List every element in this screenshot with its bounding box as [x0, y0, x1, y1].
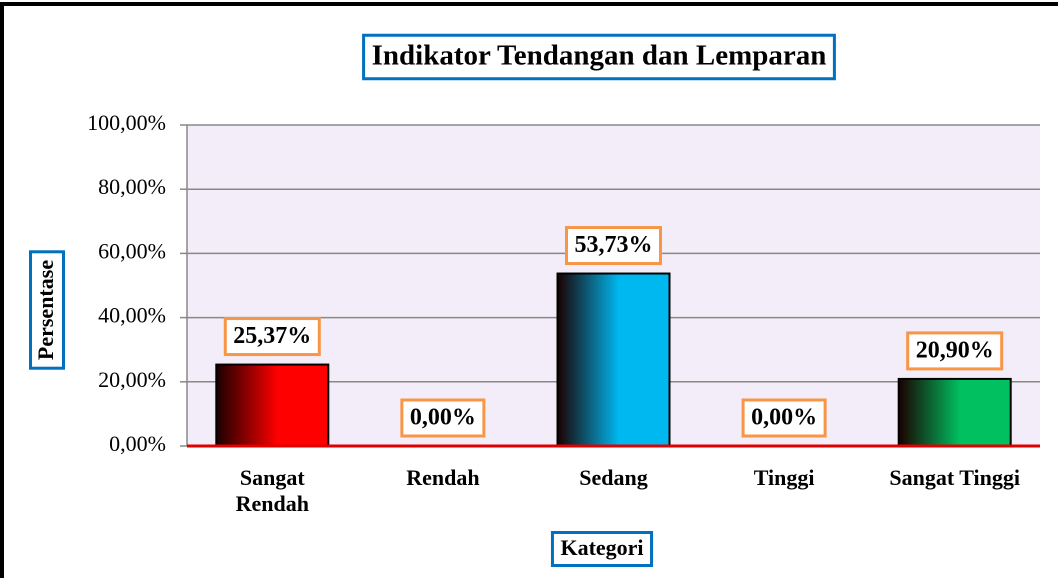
value-label-box: [565, 226, 662, 266]
chart-title: Indikator Tendangan dan Lemparan: [372, 40, 827, 72]
value-label-group: 0,00%: [741, 398, 827, 438]
bar: [215, 363, 330, 447]
x-tick-label: Sangat Rendah: [235, 465, 309, 516]
y-tick-label: 0,00%: [109, 431, 166, 456]
x-axis-label-box: [550, 531, 654, 567]
x-tick-label: Sedang: [579, 465, 648, 490]
value-label: 20,90%: [916, 337, 994, 363]
value-label-group: 0,00%: [400, 398, 486, 438]
chart-title-group: Indikator Tendangan dan Lemparan: [362, 33, 836, 81]
y-tick-label: 80,00%: [98, 174, 166, 199]
bar: [897, 377, 1012, 448]
value-label-box: [400, 398, 486, 438]
bar: [556, 272, 671, 447]
x-axis-label-group: Kategori: [550, 531, 654, 567]
value-label-box: [906, 331, 1004, 371]
value-label-group: 25,37%: [223, 317, 321, 357]
value-label-group: 53,73%: [565, 226, 662, 266]
value-label: 25,37%: [233, 323, 311, 349]
y-axis-label-box: [29, 250, 65, 370]
x-tick-label: Sangat Tinggi: [889, 465, 1020, 490]
y-tick-label: 40,00%: [98, 303, 166, 328]
x-tick-label: Tinggi: [753, 465, 815, 490]
y-axis-label-group: Persentase: [29, 250, 65, 370]
x-axis-label: Kategori: [560, 535, 643, 560]
value-label-box: [741, 398, 827, 438]
value-label: 0,00%: [410, 405, 476, 431]
value-label-box: [223, 317, 321, 357]
y-tick-label: 60,00%: [98, 238, 166, 263]
value-label: 53,73%: [575, 232, 653, 258]
y-tick-label: 100,00%: [87, 110, 166, 135]
y-tick-label: 20,00%: [98, 367, 166, 392]
value-label: 0,00%: [751, 405, 817, 431]
x-tick-label: Rendah: [406, 465, 480, 490]
y-axis-label: Persentase: [33, 260, 58, 360]
chart-title-box: [362, 33, 836, 81]
value-label-group: 20,90%: [906, 331, 1004, 371]
